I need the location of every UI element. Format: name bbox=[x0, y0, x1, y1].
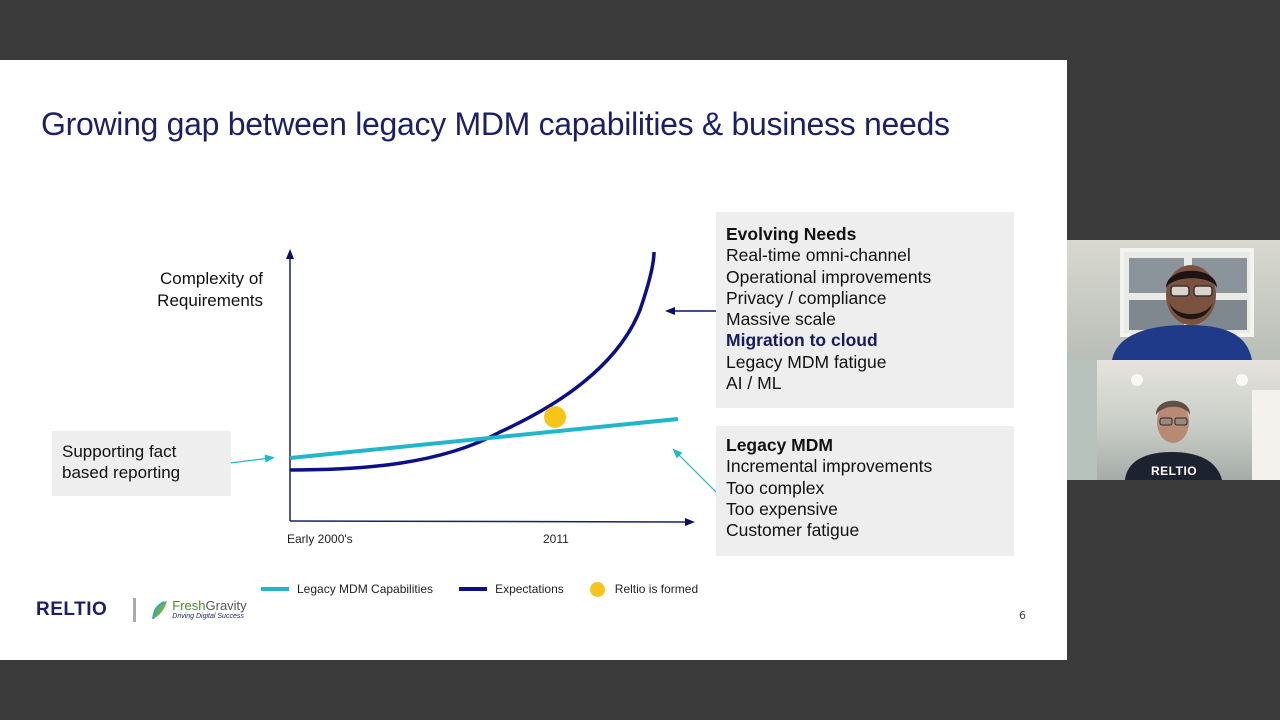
chart-legend: Legacy MDM Capabilities Expectations Rel… bbox=[261, 580, 724, 598]
participant-1-video-icon bbox=[1112, 248, 1254, 360]
needs-item: Massive scale bbox=[726, 309, 836, 330]
expectations-curve bbox=[289, 251, 656, 472]
legend-item-legacy: Legacy MDM Capabilities bbox=[261, 582, 433, 596]
fg-tagline: Driving Digital Success bbox=[172, 613, 244, 620]
legacy-mdm-heading: Legacy MDM bbox=[726, 435, 833, 455]
legend-label: Reltio is formed bbox=[614, 582, 699, 596]
fg-name-fresh: Fresh bbox=[172, 598, 206, 613]
gap-chart bbox=[229, 249, 719, 526]
x-tick-early-2000s: Early 2000's bbox=[287, 532, 353, 546]
legend-item-reltio-formed: Reltio is formed bbox=[589, 581, 699, 597]
fact-reporting-callout: Supporting fact based reporting bbox=[52, 431, 231, 496]
video-tile-participant-2[interactable]: RELTIO bbox=[1067, 360, 1280, 480]
footer-logos: RELTIO FreshGravity Driving Digital Succ… bbox=[36, 598, 247, 622]
video-tile-participant-1[interactable] bbox=[1067, 240, 1280, 360]
presentation-slide: Growing gap between legacy MDM capabilit… bbox=[0, 60, 1067, 660]
legend-label: Legacy MDM Capabilities bbox=[297, 582, 434, 596]
legacy-item: Too expensive bbox=[726, 498, 838, 519]
fact-reporting-arrow bbox=[229, 454, 275, 464]
reltio-logo: RELTIO bbox=[36, 599, 108, 620]
needs-item: Operational improvements bbox=[726, 266, 932, 287]
reltio-formed-dot bbox=[544, 406, 566, 428]
needs-item: Real-time omni-channel bbox=[726, 245, 911, 266]
shirt-reltio-text: RELTIO bbox=[1151, 464, 1198, 478]
logo-divider bbox=[133, 598, 137, 622]
legacy-capabilities-line bbox=[289, 417, 679, 460]
page-number: 6 bbox=[1019, 609, 1026, 622]
legacy-item: Incremental improvements bbox=[726, 456, 933, 477]
y-axis-label-line1: Complexity of bbox=[160, 269, 263, 288]
legend-label: Expectations bbox=[495, 582, 564, 596]
evolving-needs-heading: Evolving Needs bbox=[726, 224, 857, 244]
y-axis-label: Complexity of Requirements bbox=[130, 268, 263, 312]
needs-item: Privacy / compliance bbox=[726, 287, 887, 308]
expectations-swatch-icon bbox=[459, 587, 488, 591]
leaf-icon bbox=[152, 601, 168, 620]
fg-name-gravity: Gravity bbox=[205, 598, 247, 613]
participant-2-video-icon bbox=[1067, 360, 1280, 480]
x-axis bbox=[289, 517, 695, 526]
y-axis-label-line2: Requirements bbox=[157, 291, 263, 310]
legend-item-expectations: Expectations bbox=[459, 582, 564, 596]
needs-item: AI / ML bbox=[726, 373, 782, 394]
fact-reporting-line2: based reporting bbox=[62, 463, 181, 482]
slide-title: Growing gap between legacy MDM capabilit… bbox=[41, 106, 950, 142]
legacy-mdm-arrow bbox=[672, 448, 719, 495]
legacy-swatch-icon bbox=[261, 587, 289, 591]
legacy-mdm-box: Legacy MDM Incremental improvements Too … bbox=[716, 426, 1014, 556]
legacy-item: Too complex bbox=[726, 477, 825, 498]
legacy-item: Customer fatigue bbox=[726, 520, 860, 541]
evolving-needs-box: Evolving Needs Real-time omni-channel Op… bbox=[716, 212, 1014, 408]
reltio-dot-icon bbox=[589, 581, 605, 597]
x-tick-2011: 2011 bbox=[543, 532, 569, 546]
needs-item: Legacy MDM fatigue bbox=[726, 351, 887, 372]
fact-reporting-line1: Supporting fact bbox=[62, 442, 177, 461]
needs-highlight-item: Migration to cloud bbox=[726, 330, 878, 351]
freshgravity-logo: FreshGravity Driving Digital Success bbox=[150, 598, 247, 621]
